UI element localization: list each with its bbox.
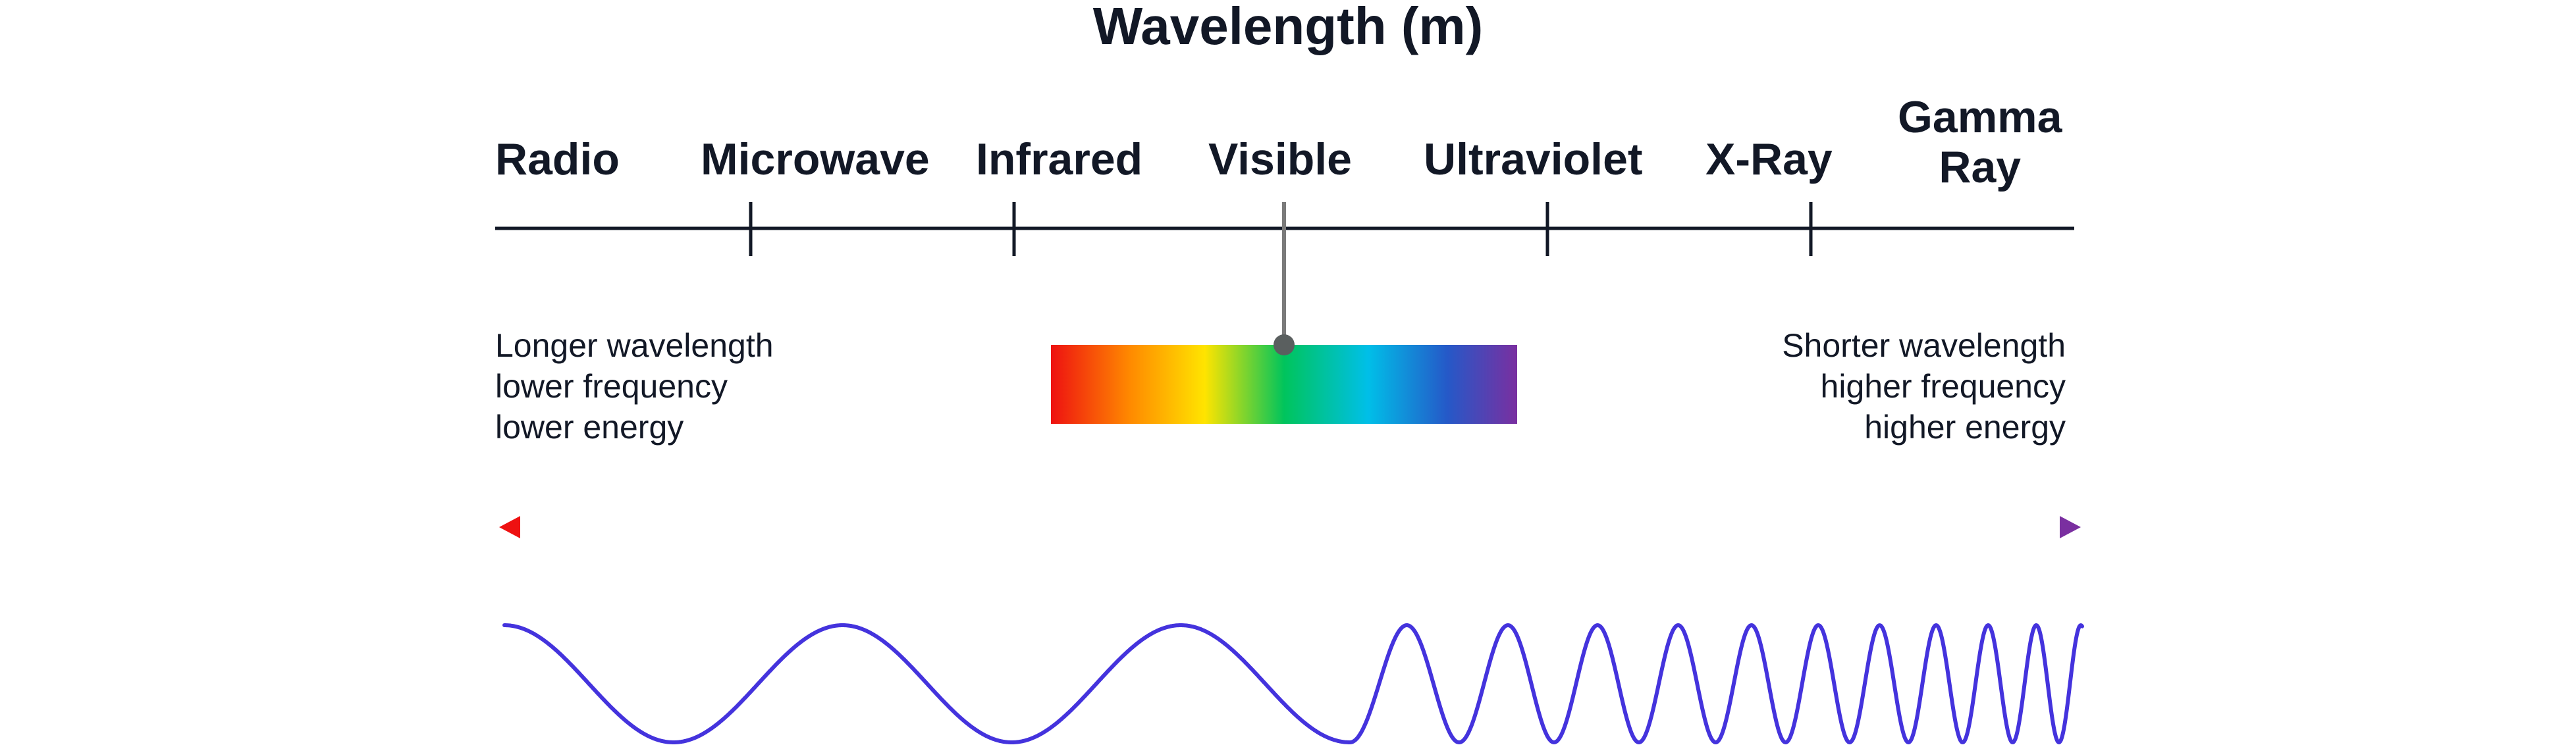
right-note-line: higher energy	[1864, 409, 2066, 446]
left-note-line: Longer wavelength	[495, 327, 774, 364]
visible-pointer-dot	[1274, 334, 1295, 355]
band-label-visible: Visible	[1208, 134, 1352, 184]
arrow-head-right	[2060, 516, 2081, 538]
right-note-line: higher frequency	[1820, 368, 2066, 405]
longer-wavelength-note: Longer wavelength lower frequency lower …	[495, 325, 774, 448]
band-label-radio: Radio	[495, 134, 620, 184]
right-note-line: Shorter wavelength	[1782, 327, 2066, 364]
band-label-xray: X-Ray	[1705, 134, 1833, 184]
arrow-head-left	[499, 516, 520, 538]
left-note-line: lower frequency	[495, 368, 728, 405]
band-label-microwave: Microwave	[701, 134, 930, 184]
band-label-gamma-ray: Gamma Ray	[1898, 92, 2062, 192]
band-label-gamma-line1: Gamma	[1898, 92, 2062, 142]
visible-spectrum-bar	[1051, 345, 1517, 424]
band-label-gamma-line2: Ray	[1939, 142, 2022, 192]
band-label-ultraviolet: Ultraviolet	[1424, 134, 1643, 184]
shorter-wavelength-note: Shorter wavelength higher frequency high…	[1782, 325, 2066, 448]
band-label-infrared: Infrared	[976, 134, 1143, 184]
left-note-line: lower energy	[495, 409, 684, 446]
diagram-title: Wavelength (m)	[1092, 0, 1484, 55]
wavelength-wave	[502, 623, 2084, 744]
